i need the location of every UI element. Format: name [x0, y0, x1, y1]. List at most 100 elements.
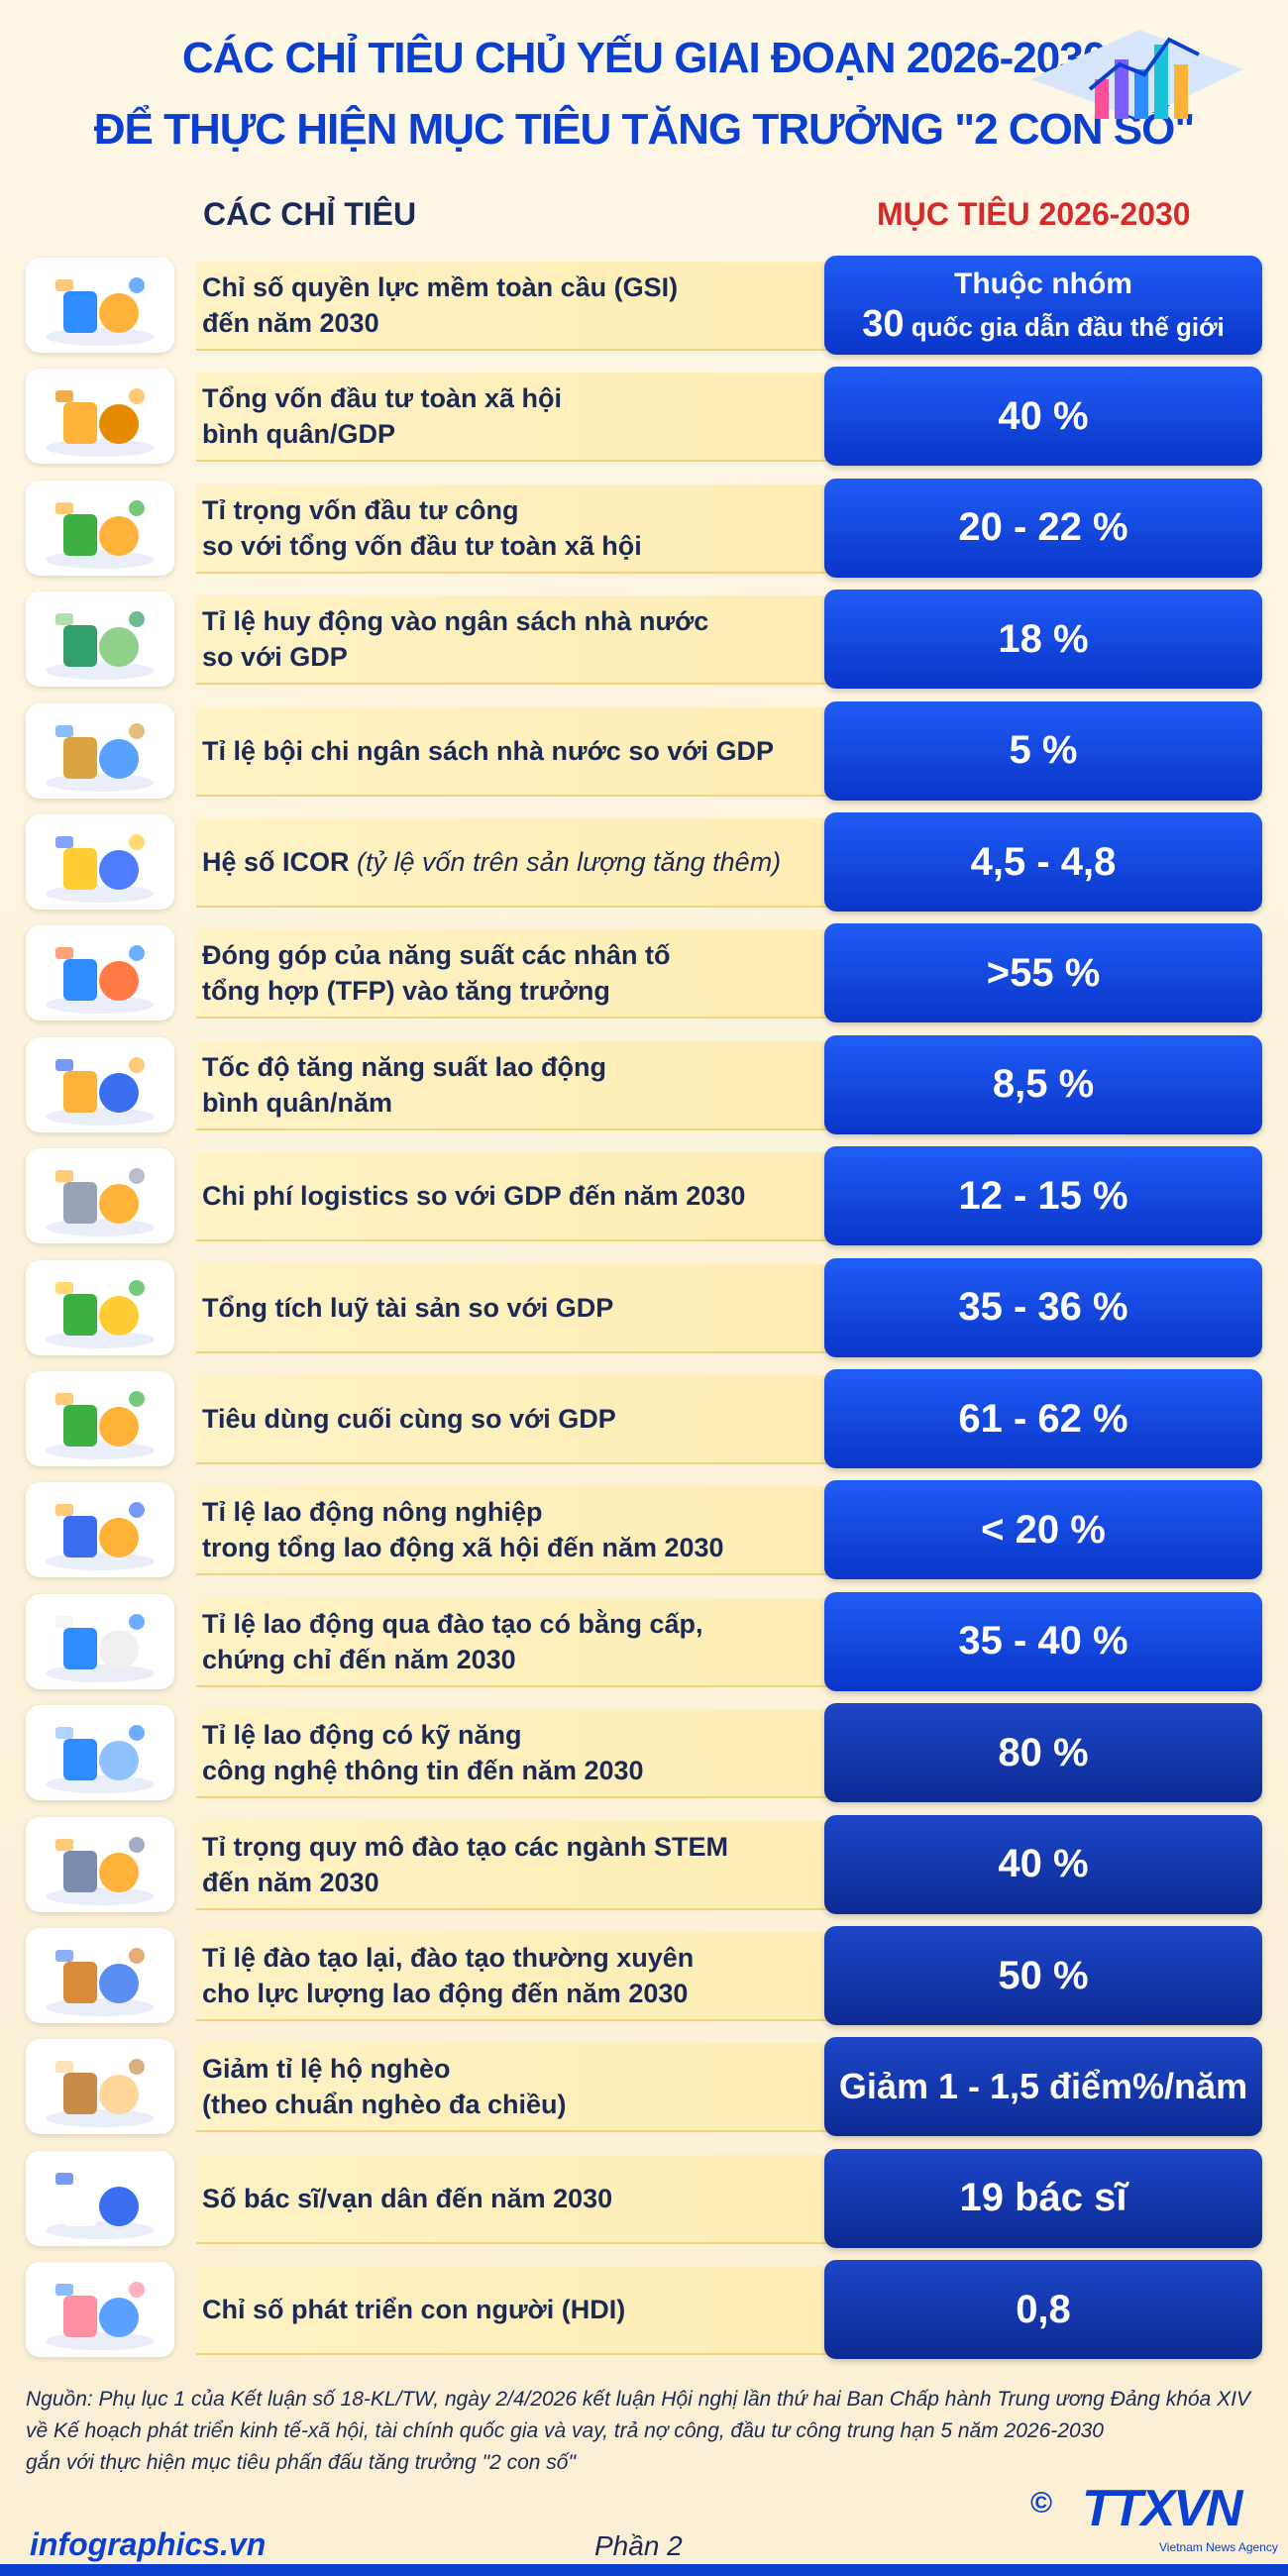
indicator-row: Chi phí logistics so với GDP đến năm 203… [26, 1146, 1262, 1246]
indicator-row: Số bác sĩ/vạn dân đến năm 2030 19 bác sĩ [26, 2148, 1262, 2248]
indicator-label-line: bình quân/năm [202, 1087, 392, 1118]
footer: infographics.vn Phần 2 © TTXVN Vietnam N… [0, 2480, 1288, 2576]
indicator-label: Tổng vốn đầu tư toàn xã hội bình quân/GDP [202, 373, 836, 460]
indicator-label-line: đến năm 2030 [202, 1867, 379, 1897]
copyright-icon: © [1030, 2487, 1053, 2520]
indicator-label-line: chứng chỉ đến năm 2030 [202, 1644, 516, 1674]
indicator-label-text: Tổng vốn đầu tư toàn xã hội [202, 383, 563, 414]
indicator-label: Tỉ lệ lao động có kỹ năng công nghệ thông… [202, 1709, 836, 1796]
indicator-label-line: (theo chuẩn nghèo đa chiều) [202, 2090, 567, 2120]
target-value: 12 - 15 % [824, 1146, 1262, 1246]
agency-name: Vietnam News Agency [1159, 2540, 1278, 2554]
indicator-label-line: Tỉ trọng quy mô đào tạo các ngành STEM [202, 1829, 836, 1865]
indicator-label: Chi phí logistics so với GDP đến năm 203… [202, 1152, 836, 1239]
target-value: 19 bác sĩ [824, 2148, 1262, 2248]
indicator-row: Giảm tỉ lệ hộ nghèo (theo chuẩn nghèo đa … [26, 2037, 1262, 2137]
indicator-label-text: Chi phí logistics so với GDP đến năm 203… [202, 1181, 746, 1212]
indicator-label-text: Đóng góp của năng suất các nhân tố [202, 940, 671, 971]
indicator-label: Tỉ lệ lao động qua đào tạo có bằng cấp, c… [202, 1598, 836, 1685]
indicator-label: Chỉ số phát triển con người (HDI) [202, 2266, 836, 2353]
target-number: 30 [862, 302, 905, 345]
indicator-label-text: Tốc độ tăng năng suất lao động [202, 1051, 606, 1082]
indicator-label-text: Giảm tỉ lệ hộ nghèo [202, 2054, 451, 2085]
coins-chart-icon [26, 814, 174, 910]
indicator-label-line: Tổng tích luỹ tài sản so với GDP [202, 1290, 836, 1326]
indicator-label-line: Chỉ số phát triển con người (HDI) [202, 2292, 836, 2327]
target-value: 61 - 62 % [824, 1369, 1262, 1468]
indicator-label: Tỉ lệ bội chi ngân sách nhà nước so với … [202, 707, 836, 795]
target-text: < 20 % [981, 1507, 1106, 1552]
target-text: 20 - 22 % [958, 505, 1128, 550]
target-text: 61 - 62 % [958, 1396, 1128, 1441]
indicator-label: Tỉ lệ lao động nông nghiệp trong tổng lao… [202, 1486, 836, 1573]
target-value: 80 % [824, 1703, 1262, 1803]
source-note: Nguồn: Phụ lục 1 của Kết luận số 18-KL/T… [26, 2384, 1264, 2479]
target-text: 18 % [998, 616, 1089, 661]
indicator-label-line: tổng hợp (TFP) vào tăng trưởng [202, 976, 610, 1007]
classroom-icon [26, 1928, 174, 2023]
target-value: >55 % [824, 923, 1262, 1023]
indicator-label-text: Hệ số ICOR [202, 847, 350, 877]
indicator-label-line: đến năm 2030 [202, 308, 379, 338]
target-text: 35 - 36 % [958, 1285, 1128, 1330]
title-line-2: ĐỂ THỰC HIỆN MỤC TIÊU TĂNG TRƯỞNG "2 CON… [93, 105, 1196, 154]
target-value: 8,5 % [824, 1034, 1262, 1134]
target-text: 35 - 40 % [958, 1619, 1128, 1664]
indicator-row: Chỉ số quyền lực mềm toàn cầu (GSI) đến n… [26, 256, 1262, 355]
indicator-row: Tỉ lệ huy động vào ngân sách nhà nước so … [26, 590, 1262, 690]
it-worker-icon [26, 1705, 174, 1801]
farmer-icon [26, 1482, 174, 1578]
indicator-label-line: Tỉ lệ bội chi ngân sách nhà nước so với … [202, 733, 836, 769]
target-text: 5 % [1009, 728, 1078, 773]
column-header-targets: MỤC TIÊU 2026-2030 [877, 196, 1191, 232]
indicator-label: Số bác sĩ/vạn dân đến năm 2030 [202, 2155, 836, 2242]
indicator-label-line: so với GDP [202, 642, 348, 673]
indicator-label: Tỉ lệ đào tạo lại, đào tạo thường xuyên c… [202, 1932, 836, 2019]
doctor-icon [26, 2150, 174, 2246]
indicator-row: Tỉ lệ lao động có kỹ năng công nghệ thông… [26, 1703, 1262, 1803]
indicator-row: Tổng tích luỹ tài sản so với GDP 35 - 36 … [26, 1257, 1262, 1357]
indicator-label: Tổng tích luỹ tài sản so với GDP [202, 1264, 836, 1351]
coin-hand-icon [26, 1371, 174, 1466]
indicator-label-text: Tỉ trọng vốn đầu tư công [202, 494, 519, 525]
target-text: 0,8 [1016, 2287, 1071, 2331]
indicator-label-line: Tốc độ tăng năng suất lao động [202, 1049, 836, 1085]
target-text: 8,5 % [992, 1062, 1095, 1107]
target-value: 20 - 22 % [824, 478, 1262, 578]
indicator-label: Tốc độ tăng năng suất lao động bình quân/… [202, 1041, 836, 1128]
indicator-row: Tỉ trọng vốn đầu tư công so với tổng vốn … [26, 478, 1262, 578]
indicator-label-line: Tổng vốn đầu tư toàn xã hội [202, 380, 836, 416]
title-line-1: CÁC CHỈ TIÊU CHỦ YẾU GIAI ĐOẠN 2026-2030 [181, 34, 1107, 82]
money-bags-growth-icon [26, 702, 174, 799]
indicator-row: Tỉ lệ lao động nông nghiệp trong tổng lao… [26, 1480, 1262, 1580]
tablet-chart-icon [26, 925, 174, 1021]
indicator-label: Chỉ số quyền lực mềm toàn cầu (GSI) đến n… [202, 262, 836, 349]
coins-stack-icon [26, 369, 174, 465]
indicator-row: Tỉ trọng quy mô đào tạo các ngành STEM đế… [26, 1814, 1262, 1914]
indicator-label-line: Đóng góp của năng suất các nhân tố [202, 937, 836, 973]
target-value: 40 % [824, 367, 1262, 467]
indicator-label-line: so với tổng vốn đầu tư toàn xã hội [202, 530, 642, 561]
indicator-label-text: Tỉ lệ đào tạo lại, đào tạo thường xuyên [202, 1943, 695, 1973]
target-text: quốc gia dẫn đầu thế giới [904, 311, 1225, 342]
part-label: Phần 2 [594, 2530, 683, 2561]
indicator-label: Đóng góp của năng suất các nhân tố tổng h… [202, 929, 836, 1017]
money-bag-dong-icon [26, 591, 174, 688]
indicator-label-line: Giảm tỉ lệ hộ nghèo [202, 2051, 836, 2087]
target-value: 35 - 36 % [824, 1257, 1262, 1357]
indicator-label-line: Tỉ lệ lao động nông nghiệp [202, 1494, 836, 1530]
indicator-label-text: Tỉ lệ lao động nông nghiệp [202, 1497, 543, 1528]
indicator-label-line: Chi phí logistics so với GDP đến năm 203… [202, 1178, 836, 1214]
indicator-label-line: Số bác sĩ/vạn dân đến năm 2030 [202, 2181, 836, 2216]
target-text: 50 % [998, 1953, 1089, 1997]
indicator-row: Tỉ lệ lao động qua đào tạo có bằng cấp, c… [26, 1591, 1262, 1691]
robot-arm-icon [26, 1816, 174, 1912]
indicator-label: Tỉ trọng vốn đầu tư công so với tổng vốn … [202, 484, 836, 572]
target-line: 30 quốc gia dẫn đầu thế giới [862, 304, 1225, 347]
target-value: 40 % [824, 1814, 1262, 1914]
indicator-label: Hệ số ICOR (tỷ lệ vốn trên sản lượng tăn… [202, 818, 836, 906]
target-text: 12 - 15 % [958, 1173, 1128, 1218]
indicator-row: Tỉ lệ đào tạo lại, đào tạo thường xuyên c… [26, 1926, 1262, 2025]
indicator-row: Chỉ số phát triển con người (HDI) 0,8 [26, 2260, 1262, 2360]
indicator-label: Tỉ lệ huy động vào ngân sách nhà nước so … [202, 595, 836, 683]
